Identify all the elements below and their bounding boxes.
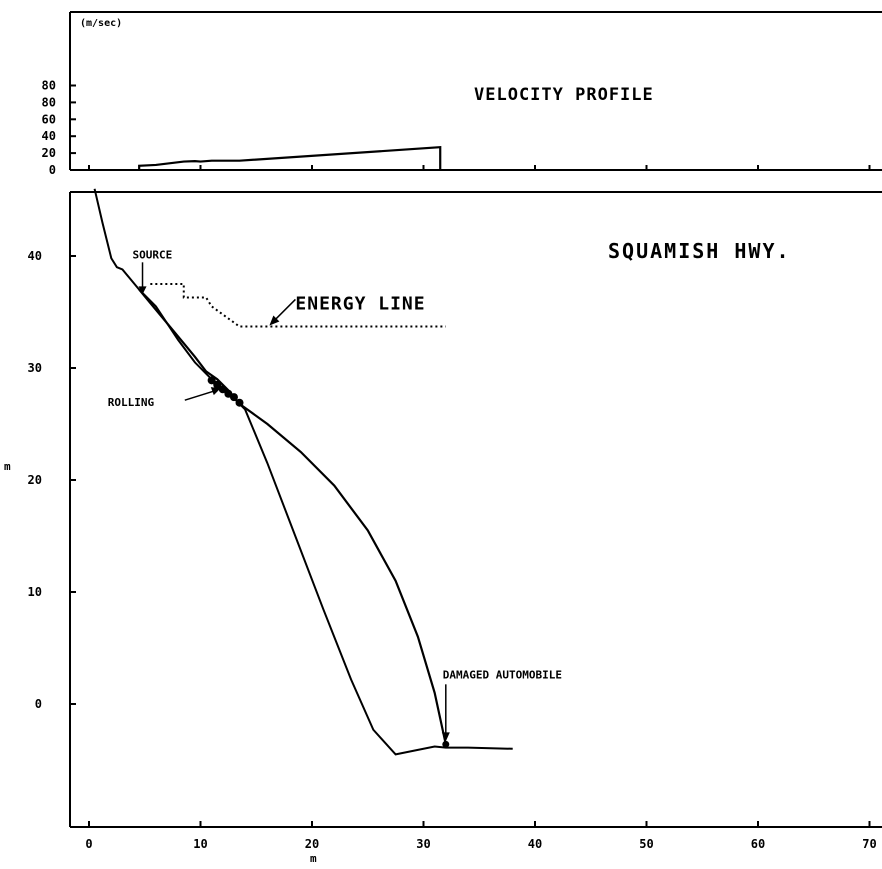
profile-y-tick-label: 40 (28, 249, 42, 263)
annotation-source: SOURCE (133, 248, 173, 261)
profile-x-tick-label: 20 (305, 837, 319, 851)
profile-y-axis-label: m (4, 460, 11, 473)
trajectory-line (138, 288, 447, 745)
profile-x-tick-label: 10 (193, 837, 207, 851)
profile-y-tick-label: 0 (35, 697, 42, 711)
profile-y-tick-label: 30 (28, 361, 42, 375)
profile-x-tick-label: 40 (528, 837, 542, 851)
profile-annotations: SOURCE ENERGY LINE ROLLING DAMAGED AUTOMOBI… (108, 248, 562, 748)
velocity-y-tick-label: 40 (42, 129, 56, 143)
annotation-source-arrowhead (138, 286, 147, 295)
annotation-energy-arrowhead (269, 315, 280, 326)
rolling-point (213, 380, 222, 389)
velocity-title: VELOCITY PROFILE (474, 85, 654, 105)
profile-x-tick-label: 50 (639, 837, 653, 851)
profile-x-tick-label: 0 (85, 837, 92, 851)
profile-x-tick-label: 70 (862, 837, 876, 851)
profile-panel: 0 10 20 30 40 0 10 20 30 40 50 60 70 m m SQUAMISH H… (4, 188, 882, 865)
rolling-point (207, 376, 216, 385)
profile-y-tick-label: 20 (28, 473, 42, 487)
annotation-damaged-arrowhead (441, 732, 450, 742)
velocity-y-unit: (m/sec) (80, 18, 122, 29)
velocity-y-tick-label: 80 (42, 95, 56, 109)
velocity-series (138, 146, 442, 170)
annotation-damaged-automobile: DAMAGED AUTOMOBILE (443, 668, 562, 681)
profile-x-axis-label: m (310, 852, 317, 865)
profile-series (93, 188, 513, 756)
velocity-y-tick-label: 20 (42, 146, 56, 160)
rolling-point (218, 385, 227, 394)
annotation-rolling-arrowhead (210, 387, 221, 396)
annotation-rolling-arrow (184, 389, 218, 401)
velocity-y-tick-label: 80 (42, 79, 56, 93)
profile-y-tick-label: 10 (28, 585, 42, 599)
annotation-energy-line: ENERGY LINE (295, 293, 425, 314)
profile-y-ticks: 0 10 20 30 40 (28, 249, 76, 711)
rolling-point (235, 398, 244, 407)
slope-profile-line (93, 188, 513, 756)
velocity-panel: 0 20 40 60 80 80 (m/sec) VELOCITY PROFILE (42, 11, 882, 177)
velocity-line (138, 146, 442, 170)
velocity-y-tick-label: 60 (42, 112, 56, 126)
velocity-y-tick-label: 0 (49, 163, 56, 177)
velocity-y-ticks: 0 20 40 60 80 80 (42, 79, 76, 177)
velocity-x-ticks (88, 165, 871, 170)
profile-x-tick-label: 60 (751, 837, 765, 851)
annotation-rolling: ROLLING (108, 396, 155, 409)
profile-x-ticks: 0 10 20 30 40 50 60 70 (85, 821, 877, 851)
damaged-automobile-marker (442, 740, 450, 748)
profile-x-tick-label: 30 (416, 837, 430, 851)
profile-title: SQUAMISH HWY. (608, 239, 791, 263)
rolling-point (229, 393, 238, 402)
